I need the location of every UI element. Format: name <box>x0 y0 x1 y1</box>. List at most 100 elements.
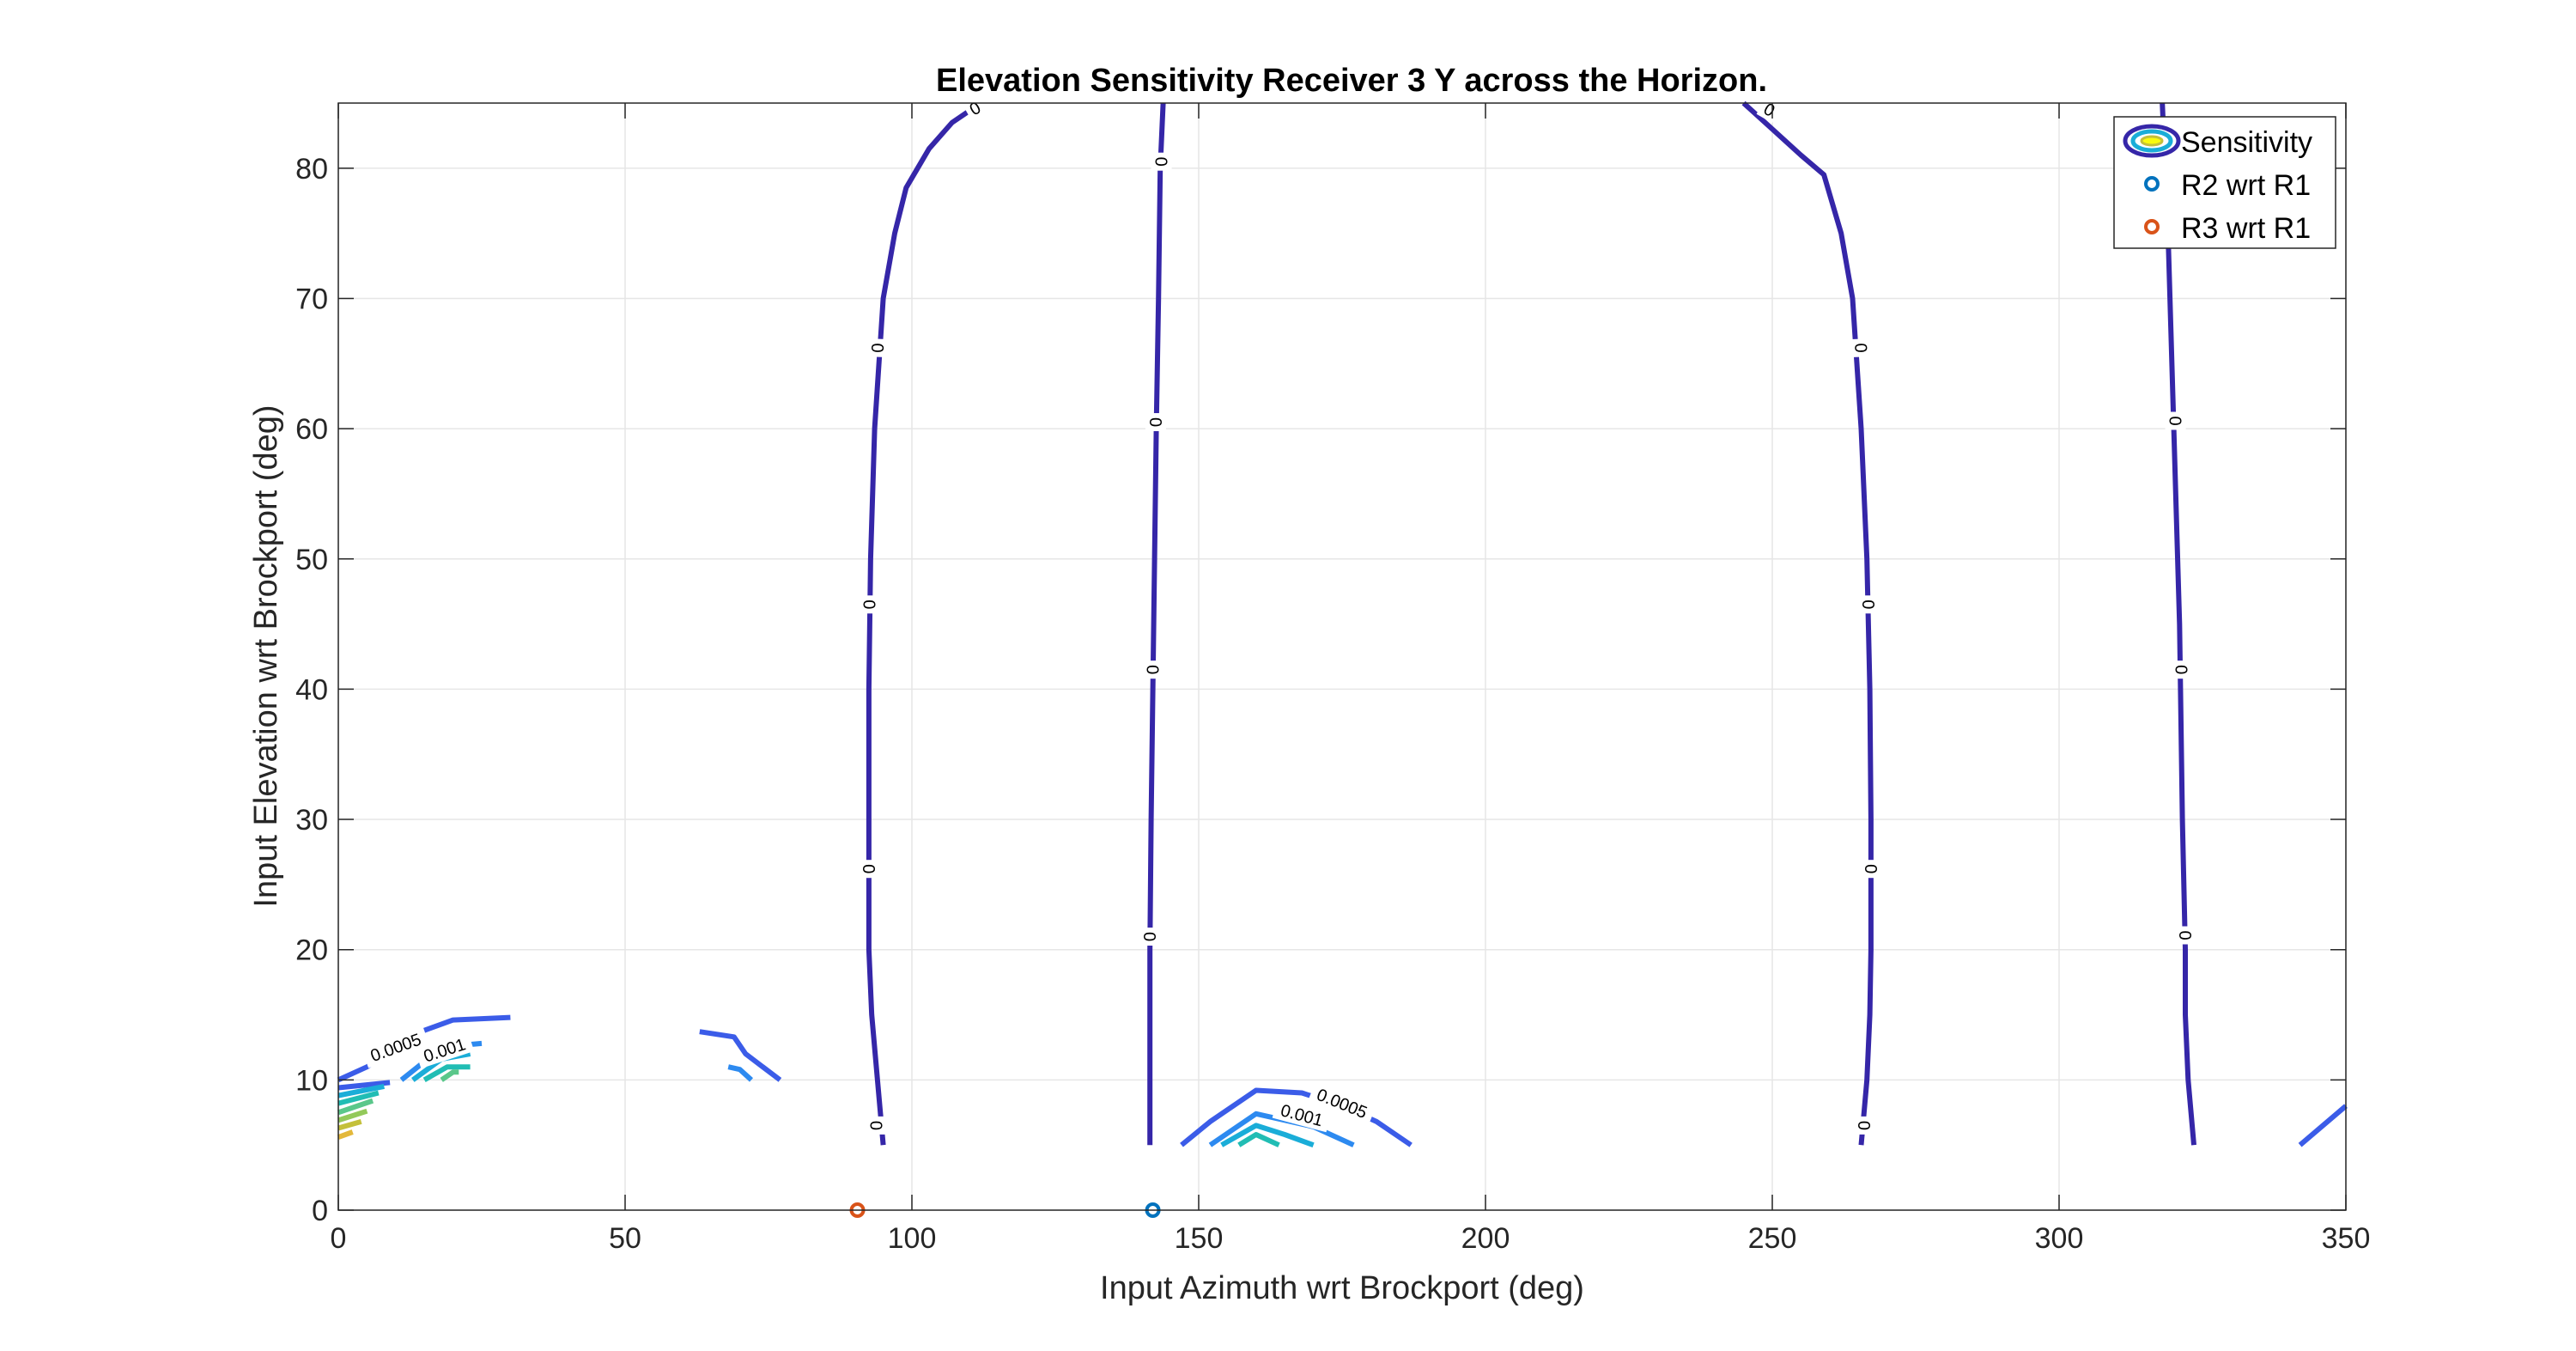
contour-label-bg <box>962 94 988 122</box>
contour-label-bg <box>414 1032 475 1068</box>
y-tick-label: 20 <box>295 934 328 967</box>
contour-label-text: 0 <box>860 864 879 873</box>
chart-title: Elevation Sensitivity Receiver 3 Y acros… <box>936 63 1767 99</box>
y-tick-label: 50 <box>295 544 328 576</box>
x-tick-label: 250 <box>1748 1222 1797 1255</box>
x-tick-label: 50 <box>609 1222 641 1255</box>
contour-label-bg <box>361 1026 430 1068</box>
contour-line-0.0025 <box>337 1098 374 1116</box>
y-tick-label: 70 <box>295 283 328 315</box>
contour-lines <box>337 100 2348 1148</box>
axes-box <box>337 102 2347 1211</box>
contour-label-text: 0 <box>1858 599 1877 609</box>
contour-label: 0 <box>1850 338 1872 358</box>
contour-line-0 <box>1147 102 1166 1146</box>
contour-line-0 <box>866 100 982 1146</box>
contour-label-bg <box>1139 928 1161 946</box>
contour-line-0.002 <box>422 1064 471 1083</box>
contour-label-text: 0 <box>1145 665 1163 674</box>
y-tick-label: 10 <box>295 1064 328 1097</box>
y-axis-label: Input Elevation wrt Brockport (deg) <box>248 405 284 907</box>
contour-line-0 <box>1741 100 1874 1146</box>
x-tick-label: 300 <box>2035 1222 2084 1255</box>
y-tick-label: 60 <box>295 413 328 446</box>
legend-label-r3: R3 wrt R1 <box>2181 212 2311 245</box>
contour-line-0.0005 <box>337 1080 391 1091</box>
contour-label-text: 0 <box>861 599 880 609</box>
contour-label-bg <box>1853 1116 1874 1135</box>
contour-line-0.001 <box>727 1064 754 1082</box>
contour-label-bg <box>859 595 880 614</box>
contour-label-bg <box>1860 860 1881 879</box>
legend-sensitivity-icon <box>2123 124 2181 158</box>
contour-label-bg <box>1858 595 1880 614</box>
x-tick-label: 100 <box>888 1222 937 1255</box>
contour-line-0.0005 <box>2298 1104 2348 1147</box>
x-tick-label: 350 <box>2322 1222 2371 1255</box>
y-tick-label: 40 <box>295 673 328 706</box>
legend-r3-marker <box>2144 219 2160 234</box>
contour-label-bg <box>1142 660 1163 679</box>
contour-label-bg <box>1151 152 1172 171</box>
contour-label-bg <box>2175 926 2196 945</box>
contour-line-0.0005 <box>699 1029 782 1082</box>
legend-label-r2: R2 wrt R1 <box>2181 169 2311 202</box>
y-tick-label: 80 <box>295 153 328 186</box>
legend-label-sensitivity: Sensitivity <box>2181 126 2312 159</box>
contour-line-0.003 <box>337 1108 368 1123</box>
contour-label: 0 <box>1151 152 1172 171</box>
contour-label-bg <box>866 1116 887 1135</box>
plot-area <box>338 103 2346 1210</box>
contour-line-0.002 <box>1237 1132 1280 1147</box>
contour-label: 0 <box>2175 926 2196 945</box>
contour-label-bg <box>858 860 879 879</box>
contour-label: 0 <box>2165 411 2186 430</box>
contour-label: 0 <box>2171 660 2192 679</box>
contour-label-text: 0 <box>1861 864 1880 873</box>
x-axis-label: Input Azimuth wrt Brockport (deg) <box>1100 1270 1584 1306</box>
contour-label-text: 0 <box>1147 417 1166 427</box>
contour-label: 0 <box>962 94 988 122</box>
contour-label-text: 0 <box>1850 343 1869 353</box>
contour-label-text: 0 <box>869 343 888 353</box>
axes: 0 50 100 150 200 250 300 350 0 10 20 30 40 50 60 70 80 <box>295 103 2370 1255</box>
contour-label-bg <box>866 338 889 358</box>
x-tick-label: 150 <box>1175 1222 1224 1255</box>
contour-label-bg <box>1272 1098 1332 1133</box>
contour-label-bg <box>2171 660 2192 679</box>
contour-line-0.002 <box>337 1090 380 1106</box>
contour-label: 0 <box>1139 928 1161 946</box>
contour-label: 0 <box>1145 413 1166 431</box>
contour-line-0 <box>2160 102 2196 1146</box>
contour-line-0.0015 <box>337 1083 385 1098</box>
contour-label-bg <box>2165 411 2186 430</box>
contour-label: 0 <box>1142 660 1163 679</box>
legend-r2-marker <box>2144 176 2160 192</box>
contour-label-bg <box>1145 413 1166 431</box>
contour-label: 0 <box>1853 1116 1874 1135</box>
contour-line-0.0025 <box>440 1069 459 1082</box>
contour-label-text: 0 <box>868 1121 887 1130</box>
y-tick-label: 0 <box>312 1195 328 1227</box>
contour-label-text: 0 <box>2177 930 2196 940</box>
contour-label-bg <box>1308 1081 1376 1125</box>
contour-line-0.0035 <box>337 1119 362 1131</box>
contour-label: 0 <box>866 1116 887 1135</box>
contour-line-0.0015 <box>1220 1123 1315 1148</box>
contour-label-text: 0 <box>1141 932 1160 941</box>
x-tick-label: 0 <box>331 1222 347 1255</box>
contour-line-0.0005 <box>1180 1087 1413 1147</box>
contour-label-text: 0 <box>2172 665 2191 674</box>
contour-label-bg <box>1850 338 1872 358</box>
contour-label-text: 0 <box>1854 1121 1873 1130</box>
contour-label: 0 <box>866 338 889 358</box>
contour-line-0.004 <box>337 1129 354 1140</box>
contour-label: 0 <box>858 860 879 879</box>
y-tick-label: 30 <box>295 804 328 837</box>
legend: Sensitivity R2 wrt R1 R3 wrt R1 <box>2113 116 2336 249</box>
contour-label: 0 <box>859 595 880 614</box>
contour-label-text: 0 <box>2167 416 2186 425</box>
contour-line-0.0005 <box>337 1014 511 1083</box>
contour-label-text: 0 <box>1153 157 1172 167</box>
